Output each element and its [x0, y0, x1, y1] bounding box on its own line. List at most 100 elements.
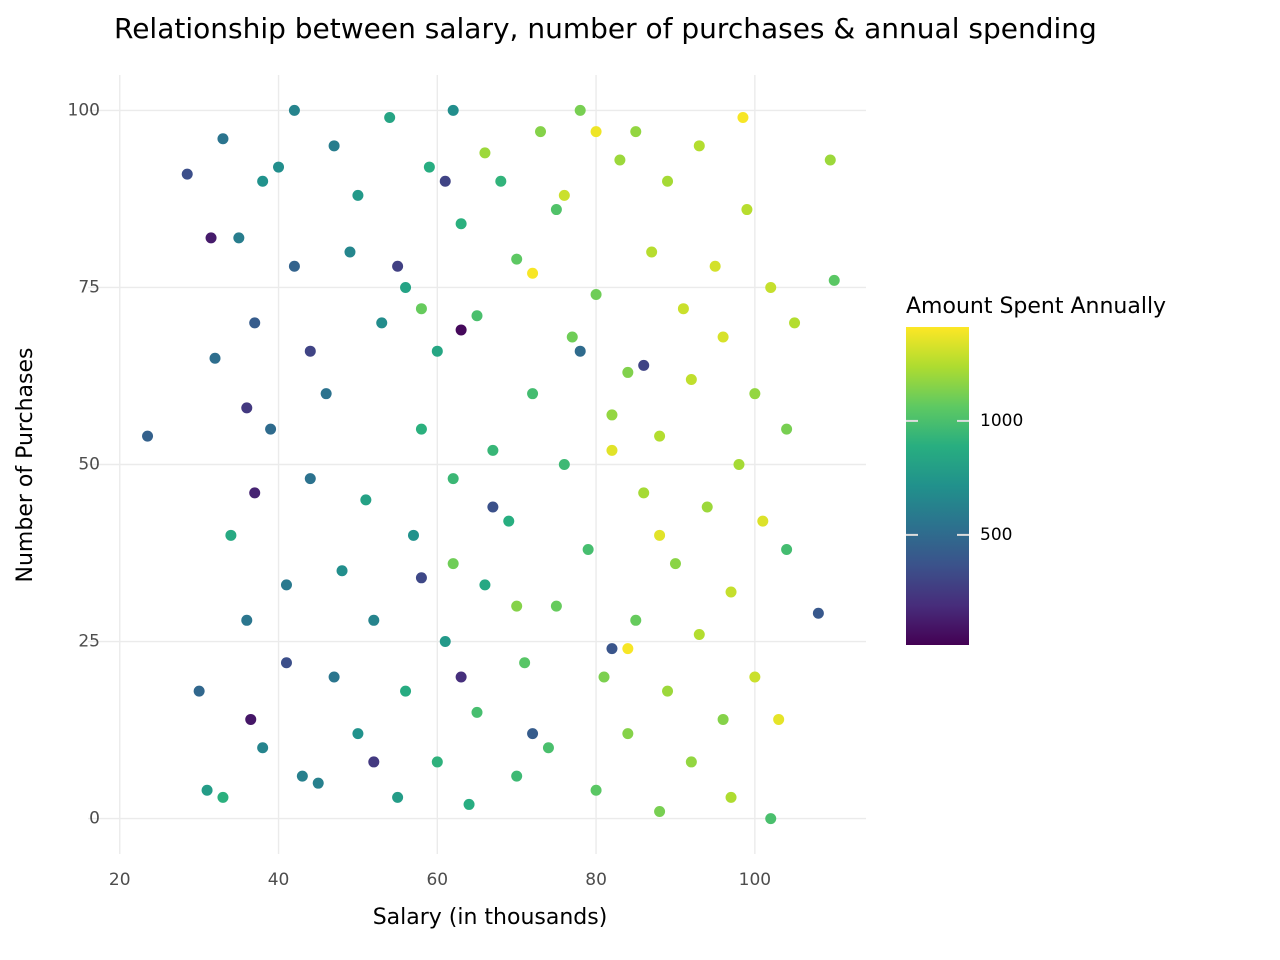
point	[622, 643, 634, 655]
point	[193, 685, 205, 697]
point	[630, 614, 642, 626]
point	[582, 543, 594, 555]
point	[535, 126, 547, 138]
point	[685, 374, 697, 386]
point	[304, 345, 316, 357]
point	[527, 728, 539, 740]
point	[781, 543, 793, 555]
point	[662, 685, 674, 697]
point	[241, 614, 253, 626]
point	[757, 515, 769, 527]
colorbar-tick-label: 1000	[980, 411, 1023, 431]
point	[407, 529, 419, 541]
point	[638, 359, 650, 371]
point	[249, 487, 261, 499]
point	[249, 317, 261, 329]
point	[590, 784, 602, 796]
x-tick-label: 80	[585, 870, 607, 890]
x-tick-label: 20	[109, 870, 131, 890]
point	[677, 303, 689, 315]
point	[606, 444, 618, 456]
point	[328, 140, 340, 152]
y-tick-label: 0	[89, 809, 100, 829]
point	[590, 126, 602, 138]
point	[209, 352, 221, 364]
point	[431, 345, 443, 357]
point	[606, 643, 618, 655]
point	[487, 501, 499, 513]
point	[789, 317, 801, 329]
point	[241, 402, 253, 414]
point	[693, 628, 705, 640]
point	[384, 111, 396, 123]
point	[669, 558, 681, 570]
point	[352, 728, 364, 740]
point	[574, 104, 586, 116]
point	[487, 444, 499, 456]
point	[400, 685, 412, 697]
point	[654, 430, 666, 442]
point	[344, 246, 356, 258]
point	[423, 161, 435, 173]
y-tick-label: 75	[78, 277, 100, 297]
y-tick-label: 100	[68, 100, 100, 120]
point	[455, 218, 467, 230]
y-axis-title: Number of Purchases	[13, 348, 38, 583]
point	[693, 140, 705, 152]
point	[733, 459, 745, 470]
point	[447, 473, 459, 485]
x-tick-label: 100	[739, 870, 771, 890]
point	[773, 713, 785, 725]
point	[205, 232, 217, 244]
point	[142, 430, 154, 442]
point	[654, 806, 666, 818]
point	[352, 189, 364, 201]
point	[574, 345, 586, 357]
point	[717, 713, 729, 725]
point	[376, 317, 388, 329]
point	[304, 473, 316, 485]
point	[725, 586, 737, 598]
point	[265, 423, 277, 435]
point	[542, 742, 554, 754]
point	[654, 529, 666, 541]
point	[257, 742, 269, 754]
point	[455, 324, 467, 336]
x-tick-label: 60	[426, 870, 448, 890]
point	[741, 204, 753, 216]
point	[749, 388, 761, 400]
point	[503, 515, 515, 527]
point	[217, 791, 229, 803]
point	[812, 607, 824, 619]
x-tick-label: 40	[268, 870, 290, 890]
point	[296, 770, 308, 782]
point	[360, 494, 372, 506]
point	[368, 614, 380, 626]
point	[201, 784, 213, 796]
point	[392, 260, 404, 272]
point	[328, 671, 340, 683]
point	[527, 267, 539, 279]
point	[828, 274, 840, 286]
point	[415, 423, 427, 435]
point	[400, 281, 412, 293]
point	[558, 459, 570, 470]
point	[662, 175, 674, 187]
legend-title: Amount Spent Annually	[906, 294, 1166, 319]
point	[614, 154, 626, 166]
point	[479, 579, 491, 591]
point	[439, 175, 451, 187]
point	[320, 388, 332, 400]
point	[471, 706, 483, 718]
point	[447, 558, 459, 570]
point	[273, 161, 285, 173]
point	[598, 671, 610, 683]
point	[685, 756, 697, 768]
point	[527, 388, 539, 400]
point	[511, 600, 523, 612]
point	[495, 175, 507, 187]
point	[233, 232, 245, 244]
point	[511, 253, 523, 265]
colorbar	[906, 327, 969, 645]
